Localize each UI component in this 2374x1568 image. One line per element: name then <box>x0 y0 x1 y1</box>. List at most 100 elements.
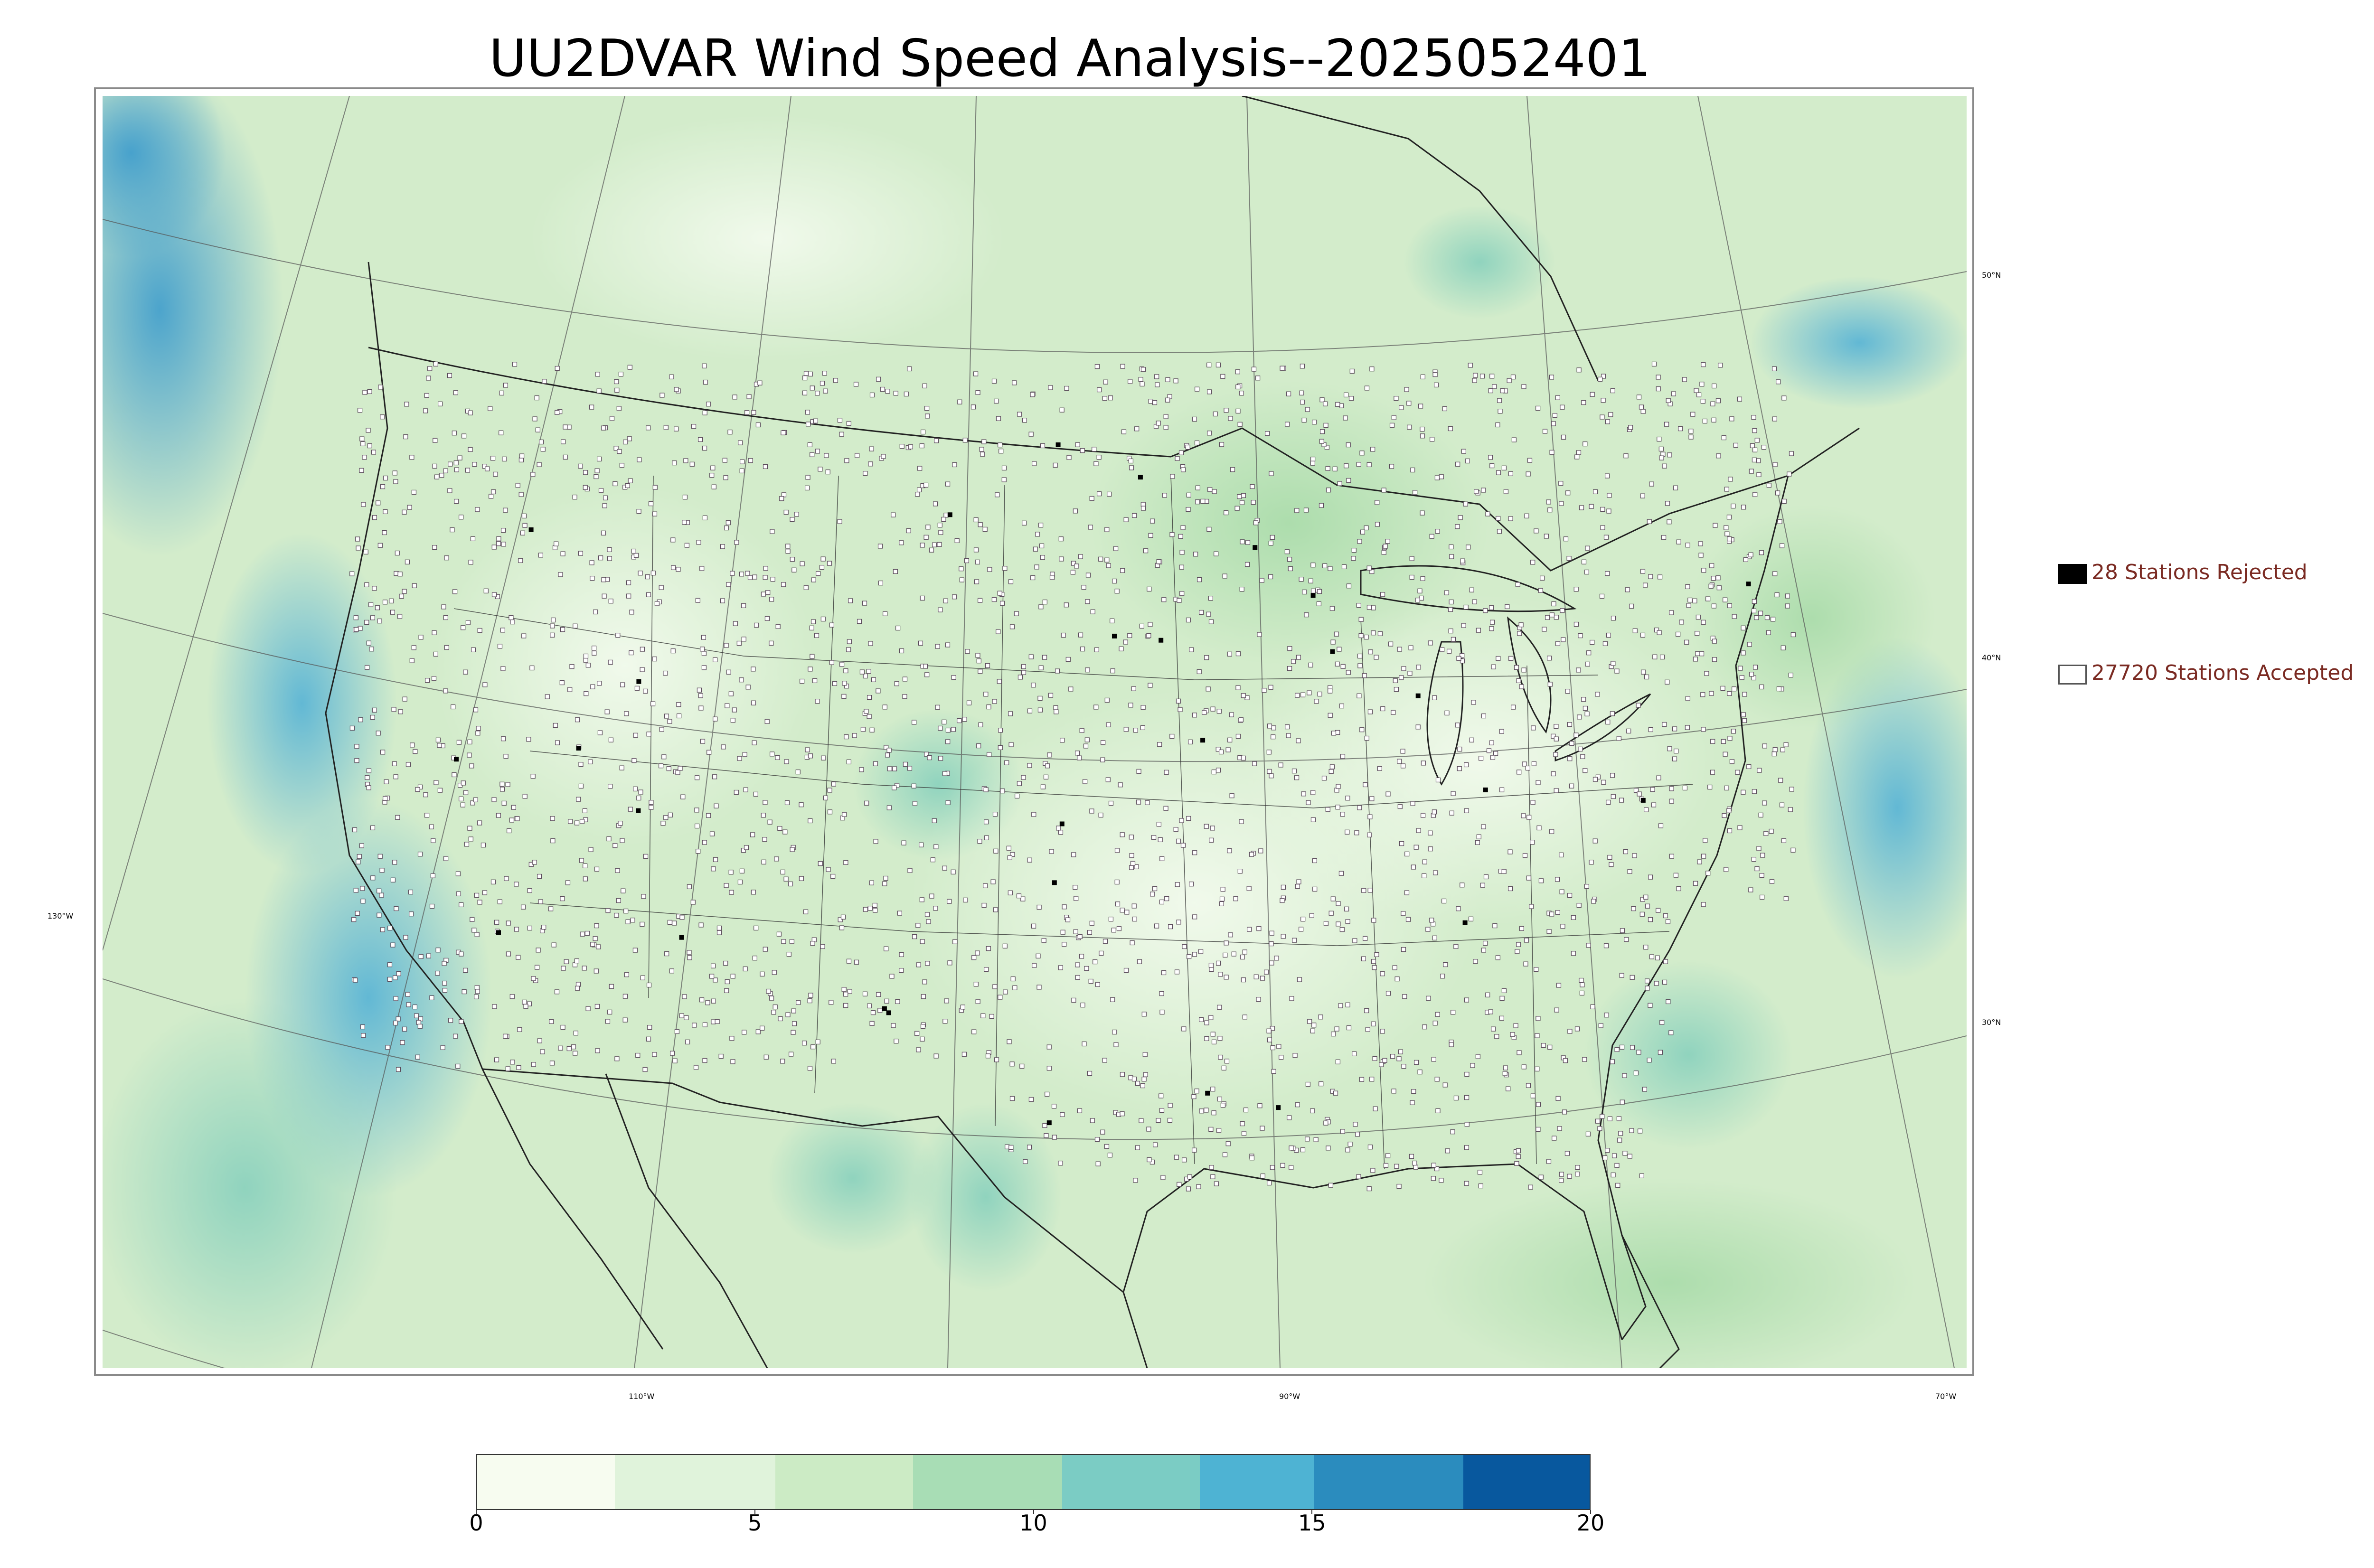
station-marker <box>632 948 638 953</box>
station-marker <box>1131 686 1136 691</box>
station-marker <box>1079 728 1084 733</box>
station-marker <box>1576 902 1582 908</box>
station-marker <box>803 585 809 590</box>
station-marker <box>1366 1186 1372 1192</box>
station-marker <box>584 930 590 936</box>
rejected-station-marker <box>528 527 534 532</box>
station-marker <box>636 508 641 514</box>
station-marker <box>1713 523 1718 528</box>
station-marker <box>1338 871 1344 876</box>
station-marker <box>530 774 536 779</box>
meridian-90w <box>1246 96 1281 1368</box>
station-marker <box>1685 543 1690 548</box>
wind-speed-map[interactable] <box>103 96 1967 1368</box>
station-marker <box>743 966 748 972</box>
station-marker <box>1241 1131 1247 1136</box>
station-marker <box>764 616 770 621</box>
station-marker <box>1141 1012 1147 1017</box>
station-marker <box>1208 963 1214 968</box>
station-marker <box>1323 921 1328 926</box>
station-marker <box>377 888 382 893</box>
station-marker <box>1393 678 1398 683</box>
station-marker <box>1052 1135 1057 1140</box>
station-marker <box>1343 415 1348 421</box>
station-marker <box>450 527 455 533</box>
station-marker <box>1526 815 1532 820</box>
station-marker <box>418 954 424 959</box>
station-marker <box>1128 379 1133 384</box>
station-marker <box>1553 752 1558 757</box>
station-marker <box>723 475 728 480</box>
station-marker <box>1080 646 1085 652</box>
station-marker <box>975 390 980 395</box>
station-marker <box>618 820 623 826</box>
station-marker <box>1178 534 1183 539</box>
station-marker <box>1352 1051 1357 1057</box>
station-marker <box>1215 362 1221 367</box>
station-marker <box>1310 456 1316 462</box>
station-marker <box>821 755 826 761</box>
station-marker <box>775 624 781 629</box>
station-marker <box>560 1024 565 1030</box>
station-marker <box>402 509 407 515</box>
station-marker <box>1650 787 1655 792</box>
station-marker <box>1629 603 1634 609</box>
station-marker <box>1140 725 1145 731</box>
station-marker <box>1224 408 1229 413</box>
station-marker <box>1647 1057 1652 1063</box>
station-marker <box>862 601 867 606</box>
station-marker <box>818 467 823 472</box>
station-marker <box>590 575 595 581</box>
station-marker <box>385 1045 390 1050</box>
station-marker <box>360 441 366 447</box>
station-marker <box>1219 442 1225 447</box>
station-marker <box>853 382 859 387</box>
station-marker <box>1186 1186 1191 1192</box>
station-marker <box>1585 1131 1591 1136</box>
station-marker <box>959 566 964 572</box>
station-marker <box>805 410 810 415</box>
station-marker <box>598 555 603 561</box>
station-marker <box>588 847 594 852</box>
station-marker <box>1385 539 1390 544</box>
station-marker <box>894 1038 899 1044</box>
station-marker <box>516 1065 521 1070</box>
station-marker <box>1196 1184 1201 1189</box>
station-marker <box>660 821 666 826</box>
station-marker <box>1364 634 1369 640</box>
station-marker <box>1202 710 1207 715</box>
station-marker <box>1701 727 1706 732</box>
station-marker <box>540 1049 545 1054</box>
station-marker <box>1575 1165 1580 1170</box>
station-marker <box>1406 401 1412 406</box>
station-marker <box>804 485 810 491</box>
station-marker <box>1259 578 1264 583</box>
station-marker <box>1549 911 1554 917</box>
station-marker <box>583 863 588 869</box>
station-marker <box>468 447 473 452</box>
station-marker <box>975 653 980 658</box>
station-marker <box>1093 959 1098 965</box>
station-marker <box>1367 814 1373 819</box>
station-marker <box>1357 653 1363 659</box>
rejected-station-marker <box>1059 821 1065 826</box>
station-marker <box>1310 1108 1315 1114</box>
station-marker <box>1710 401 1715 406</box>
station-marker <box>1371 1021 1376 1027</box>
station-marker <box>1649 954 1654 959</box>
station-marker <box>1129 865 1134 870</box>
station-marker <box>594 1004 600 1009</box>
station-marker <box>699 997 705 1003</box>
station-marker <box>1285 422 1290 427</box>
station-marker <box>1008 890 1013 895</box>
station-marker <box>1660 654 1665 660</box>
station-marker <box>500 527 506 533</box>
station-marker <box>923 482 929 488</box>
station-marker <box>766 988 771 994</box>
station-marker <box>1639 911 1645 917</box>
station-marker <box>1049 575 1055 580</box>
station-marker <box>1130 940 1135 946</box>
station-marker <box>1603 943 1609 948</box>
station-marker <box>1573 621 1579 627</box>
map-panel[interactable] <box>94 87 1974 1376</box>
